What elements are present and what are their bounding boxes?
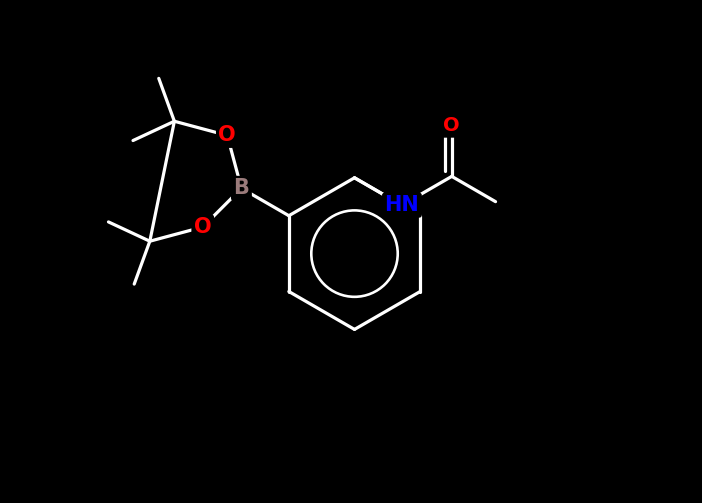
Text: O: O bbox=[194, 217, 211, 237]
Text: HN: HN bbox=[385, 195, 419, 215]
Text: O: O bbox=[444, 116, 460, 135]
Text: B: B bbox=[234, 179, 249, 198]
Text: O: O bbox=[218, 125, 236, 145]
